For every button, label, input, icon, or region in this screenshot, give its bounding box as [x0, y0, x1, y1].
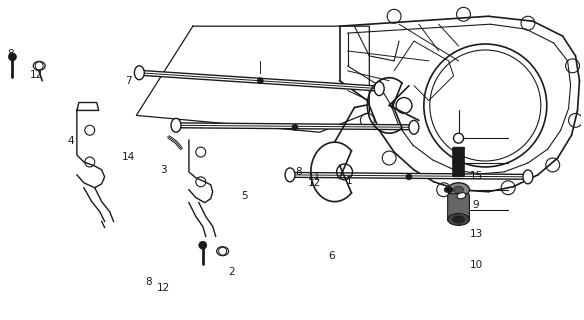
- Circle shape: [292, 124, 298, 130]
- Ellipse shape: [134, 66, 144, 80]
- Ellipse shape: [457, 193, 466, 199]
- Text: 2: 2: [228, 267, 235, 277]
- Ellipse shape: [523, 170, 533, 184]
- Ellipse shape: [33, 61, 45, 70]
- Text: 7: 7: [126, 76, 132, 86]
- Ellipse shape: [285, 168, 295, 182]
- Text: 8: 8: [8, 49, 14, 59]
- Text: 12: 12: [29, 70, 43, 80]
- Text: 12: 12: [157, 283, 170, 292]
- Text: 6: 6: [328, 251, 335, 261]
- Text: 1: 1: [345, 176, 352, 186]
- Ellipse shape: [409, 120, 419, 134]
- Text: 13: 13: [470, 228, 483, 239]
- Text: 5: 5: [241, 190, 248, 201]
- Ellipse shape: [171, 118, 181, 132]
- Circle shape: [258, 78, 263, 84]
- Circle shape: [454, 133, 464, 143]
- Text: 8: 8: [145, 277, 152, 287]
- FancyBboxPatch shape: [448, 194, 470, 221]
- Ellipse shape: [448, 213, 470, 225]
- Ellipse shape: [374, 82, 384, 96]
- Circle shape: [218, 247, 227, 255]
- Ellipse shape: [448, 183, 470, 197]
- Text: 3: 3: [160, 165, 167, 175]
- Text: 12: 12: [307, 178, 321, 188]
- Ellipse shape: [444, 187, 453, 193]
- Ellipse shape: [453, 216, 464, 223]
- Text: 11: 11: [307, 172, 321, 182]
- Circle shape: [9, 53, 16, 61]
- Circle shape: [406, 174, 412, 180]
- Text: 8: 8: [296, 167, 303, 177]
- Text: 14: 14: [122, 152, 135, 163]
- Text: 10: 10: [470, 260, 482, 270]
- Text: 4: 4: [68, 136, 74, 146]
- Ellipse shape: [454, 186, 464, 193]
- Circle shape: [199, 241, 207, 249]
- Text: 15: 15: [470, 172, 483, 181]
- Ellipse shape: [217, 247, 228, 256]
- FancyBboxPatch shape: [453, 147, 464, 177]
- Circle shape: [35, 62, 43, 70]
- Text: 9: 9: [473, 200, 479, 210]
